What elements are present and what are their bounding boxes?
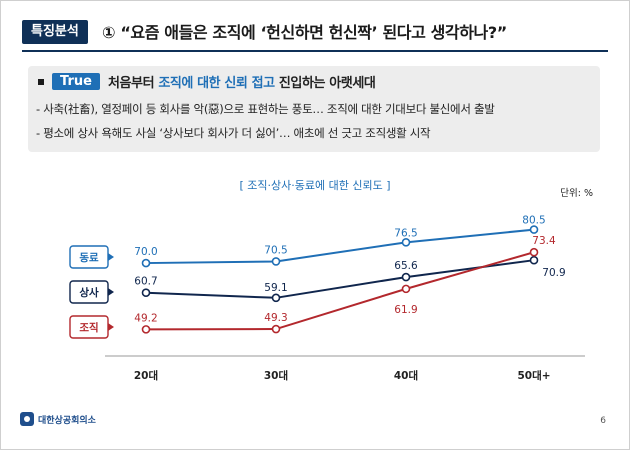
x-tick-label-1: 30대 xyxy=(264,369,288,382)
legend-pointer-상사 xyxy=(108,288,114,296)
data-label-동료-1: 70.5 xyxy=(264,244,287,256)
data-point-상사-3 xyxy=(529,255,539,265)
data-label-동료-0: 70.0 xyxy=(134,246,157,258)
data-label-동료-3: 80.5 xyxy=(522,215,545,227)
data-label-조직-0: 49.2 xyxy=(134,312,157,324)
data-label-상사-3: 70.9 xyxy=(542,267,565,279)
trust-line-chart: [ 조직·상사·동료에 대한 신뢰도 ] 단위: % 20대 30대 40대 50대+ 70… xyxy=(69,179,593,382)
summary-panel: True 처음부터 조직에 대한 신뢰 접고 진입하는 아랫세대 - 사축(社畜… xyxy=(28,66,600,152)
series-line-동료 xyxy=(145,228,535,265)
gear-logo-icon xyxy=(20,412,34,426)
header-divider xyxy=(22,50,608,52)
chart-unit: 단위: % xyxy=(560,187,593,199)
data-point-조직-3 xyxy=(529,247,539,257)
data-point-조직-1 xyxy=(271,324,281,334)
data-label-조직-3: 73.4 xyxy=(532,235,556,247)
summary-line-2: - 평소에 상사 욕해도 사실 ‘상사보다 회사가 더 싫어’… 애초에 선 긋… xyxy=(36,126,431,140)
data-point-동료-3 xyxy=(529,225,539,234)
data-point-동료-1 xyxy=(271,257,281,266)
legend-label-동료: 동료 xyxy=(79,252,99,264)
data-label-동료-2: 76.5 xyxy=(394,227,417,239)
bullet-square-icon xyxy=(38,78,44,85)
data-point-조직-2 xyxy=(401,284,411,294)
legend-label-조직: 조직 xyxy=(79,321,98,334)
legend-pointer-동료 xyxy=(108,253,114,261)
data-label-상사-1: 59.1 xyxy=(264,282,287,294)
page-number: 6 xyxy=(600,416,606,426)
org-logo: 대한상공회의소 xyxy=(20,412,96,426)
data-point-상사-1 xyxy=(271,293,281,303)
data-label-상사-0: 60.7 xyxy=(134,276,157,288)
data-point-상사-0 xyxy=(141,288,151,298)
series-line-상사 xyxy=(145,259,535,299)
x-tick-label-2: 40대 xyxy=(394,369,418,382)
x-tick-label-0: 20대 xyxy=(134,369,158,382)
true-badge: True xyxy=(52,73,100,90)
data-label-조직-1: 49.3 xyxy=(264,312,287,324)
summary-headline: True 처음부터 조직에 대한 신뢰 접고 진입하는 아랫세대 xyxy=(38,72,376,91)
data-label-상사-2: 65.6 xyxy=(394,260,418,272)
lead-post: 진입하는 아랫세대 xyxy=(274,76,376,91)
series-line-조직 xyxy=(145,251,535,331)
org-name: 대한상공회의소 xyxy=(38,415,96,426)
chart-title: [ 조직·상사·동료에 대한 신뢰도 ] xyxy=(239,179,390,192)
section-tag: 특징분석 xyxy=(22,20,88,44)
page-title: ① “요즘 애들은 조직에 ‘헌신하면 헌신짝’ 된다고 생각하나?” xyxy=(102,23,507,42)
legend-pointer-조직 xyxy=(108,323,114,331)
lead-pre: 처음부터 xyxy=(107,76,159,91)
data-point-조직-0 xyxy=(141,325,151,334)
data-point-상사-2 xyxy=(401,272,411,282)
x-tick-label-3: 50대+ xyxy=(517,369,550,382)
data-point-동료-2 xyxy=(401,238,411,247)
summary-lead: 처음부터 조직에 대한 신뢰 접고 진입하는 아랫세대 xyxy=(108,72,376,91)
data-label-조직-2: 61.9 xyxy=(394,304,417,316)
lead-highlight: 조직에 대한 신뢰 접고 xyxy=(158,76,275,91)
data-point-동료-0 xyxy=(141,258,151,268)
legend-label-상사: 상사 xyxy=(79,286,99,299)
summary-line-1: - 사축(社畜), 열정페이 등 회사를 악(惡)으로 표현하는 풍토… 조직에… xyxy=(36,102,495,116)
